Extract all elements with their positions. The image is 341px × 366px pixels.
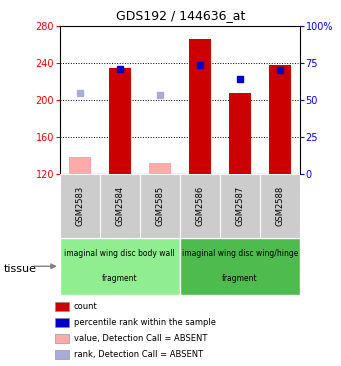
Bar [220,174,260,238]
Bar [149,163,171,174]
Text: GSM2586: GSM2586 [195,186,204,226]
Text: GDS192 / 144636_at: GDS192 / 144636_at [116,9,246,22]
Text: count: count [74,302,98,311]
Bar [55,318,69,327]
Text: percentile rank within the sample: percentile rank within the sample [74,318,216,327]
Bar [69,157,91,174]
Bar [269,64,291,174]
Text: GSM2584: GSM2584 [115,186,124,226]
Bar [100,174,140,238]
Bar [260,174,300,238]
Bar [189,38,211,174]
Bar [55,350,69,359]
Bar [109,68,131,174]
Text: imaginal wing disc wing/hinge: imaginal wing disc wing/hinge [182,249,298,258]
Bar [140,174,180,238]
Bar [180,174,220,238]
Text: tissue: tissue [3,264,36,274]
Bar [55,334,69,343]
Text: value, Detection Call = ABSENT: value, Detection Call = ABSENT [74,334,207,343]
Text: GSM2588: GSM2588 [276,186,284,226]
Text: GSM2583: GSM2583 [75,186,84,226]
Text: fragment: fragment [222,274,258,283]
Text: GSM2585: GSM2585 [155,186,164,226]
Bar [180,238,300,295]
Text: fragment: fragment [102,274,137,283]
Bar [60,238,180,295]
Bar [55,302,69,311]
Bar [60,174,100,238]
Text: imaginal wing disc body wall: imaginal wing disc body wall [64,249,175,258]
Text: GSM2587: GSM2587 [236,186,244,226]
Text: rank, Detection Call = ABSENT: rank, Detection Call = ABSENT [74,350,203,359]
Bar [229,93,251,174]
